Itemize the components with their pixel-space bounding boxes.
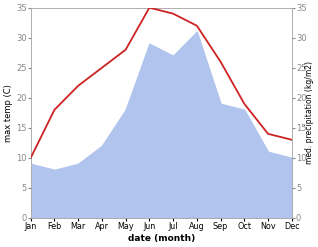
Y-axis label: med. precipitation (kg/m2): med. precipitation (kg/m2) xyxy=(305,61,314,164)
Y-axis label: max temp (C): max temp (C) xyxy=(4,84,13,142)
X-axis label: date (month): date (month) xyxy=(128,234,195,243)
